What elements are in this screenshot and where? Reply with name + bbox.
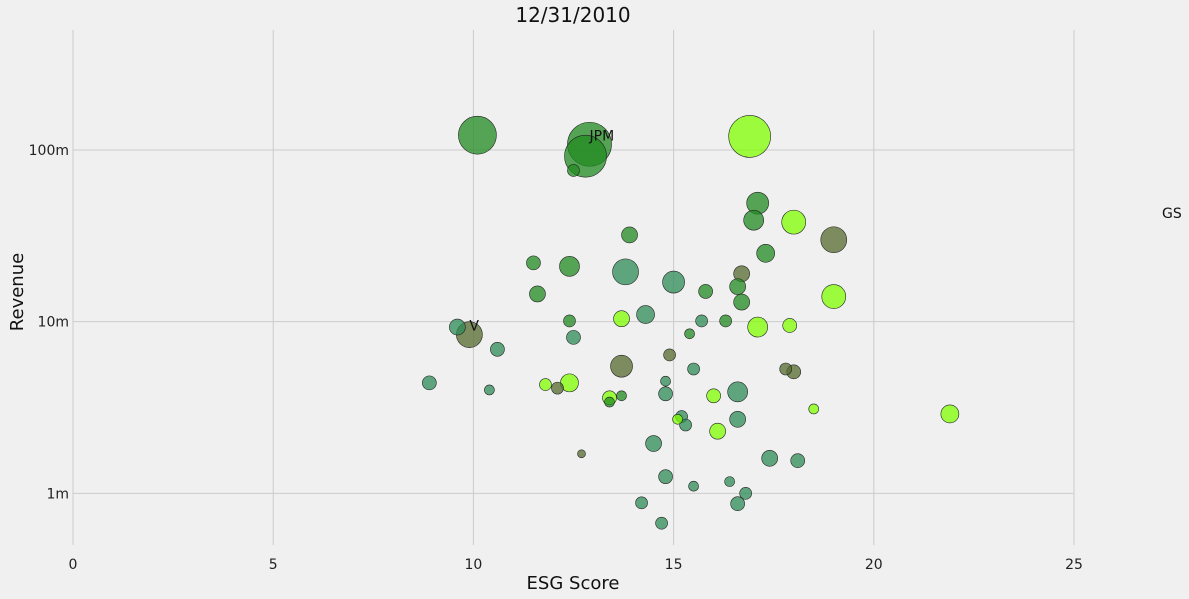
bubble-point [529, 285, 546, 303]
bubble-point [610, 354, 633, 378]
bubble-point [730, 496, 745, 512]
bubble-point [940, 404, 960, 424]
bubble-point [821, 284, 847, 309]
bubble-point [449, 318, 466, 336]
point-label: V [469, 319, 479, 335]
bubble-point [458, 115, 497, 155]
bubble-point [808, 403, 820, 415]
x-tick-label: 20 [865, 557, 883, 573]
bubble-point [658, 386, 673, 402]
bubble-point [655, 516, 668, 530]
bubble-point [706, 388, 721, 404]
bubble-point [698, 284, 713, 299]
bubble-point [577, 449, 586, 459]
bubble-point [719, 314, 732, 328]
bubble-point [790, 453, 806, 468]
bubble-point [756, 244, 775, 263]
bubble-point [709, 422, 726, 440]
bubble-point [695, 314, 708, 328]
y-tick-label: 1m [46, 486, 69, 502]
bubble-point [733, 293, 750, 311]
x-tick-label: 5 [269, 557, 278, 573]
x-tick-label: 15 [665, 557, 683, 573]
bubble-point [728, 115, 771, 158]
bubble-point [662, 270, 685, 294]
x-tick-label: 25 [1065, 557, 1083, 573]
bubble-point [539, 378, 552, 391]
bubble-point [687, 362, 700, 376]
bubble-point [422, 375, 437, 391]
bubble-point [747, 316, 768, 338]
tick-labels: 0 5 10 15 20 25 1m 10m 100m [29, 143, 1083, 573]
grid-lines [72, 30, 1075, 545]
bubble-point [727, 381, 748, 403]
bubble-point [567, 164, 580, 177]
bubble-point [551, 381, 564, 395]
bubble-point [621, 226, 638, 244]
chart-title: 12/31/2010 [515, 3, 630, 27]
bubble-point [743, 209, 764, 231]
bubble-point [526, 255, 541, 271]
bubble-point [820, 226, 848, 254]
bubble-point [663, 348, 676, 362]
point-label: JPM [589, 128, 615, 144]
bubble-point [660, 375, 671, 387]
bubble-point [658, 469, 673, 484]
bubble-point [613, 310, 630, 328]
x-tick-label: 10 [464, 557, 482, 573]
bubble-point [645, 435, 662, 452]
bubble-point [684, 328, 695, 340]
bubble-point [779, 362, 793, 376]
bubble-point [781, 209, 807, 235]
x-tick-label: 0 [69, 557, 78, 573]
bubble-point [729, 278, 746, 295]
bubble-point [679, 418, 692, 432]
bubble-point [612, 258, 639, 286]
y-axis-label: Revenue [7, 253, 28, 331]
bubble-point [724, 476, 735, 487]
annotation-label: GS [1162, 206, 1182, 222]
bubble-point [635, 496, 648, 510]
bubble-point [739, 487, 752, 500]
y-tick-label: 100m [29, 143, 69, 159]
x-axis-label: ESG Score [527, 573, 620, 594]
bubble-point [566, 330, 581, 345]
bubble-point [563, 314, 576, 328]
bubble-point [604, 396, 615, 408]
bubble-point [616, 390, 627, 402]
bubble-point [490, 342, 505, 357]
bubble-point [672, 413, 683, 425]
bubble-point [484, 384, 495, 396]
bubble-point [782, 318, 798, 333]
point-labels: JPM V GS [469, 128, 1181, 334]
bubbles [422, 115, 960, 530]
bubble-point [688, 480, 699, 492]
bubble-point [559, 256, 580, 277]
bubble-point [729, 410, 746, 428]
y-tick-label: 10m [38, 315, 69, 331]
bubble-point [761, 449, 778, 467]
bubble-point [636, 305, 655, 324]
